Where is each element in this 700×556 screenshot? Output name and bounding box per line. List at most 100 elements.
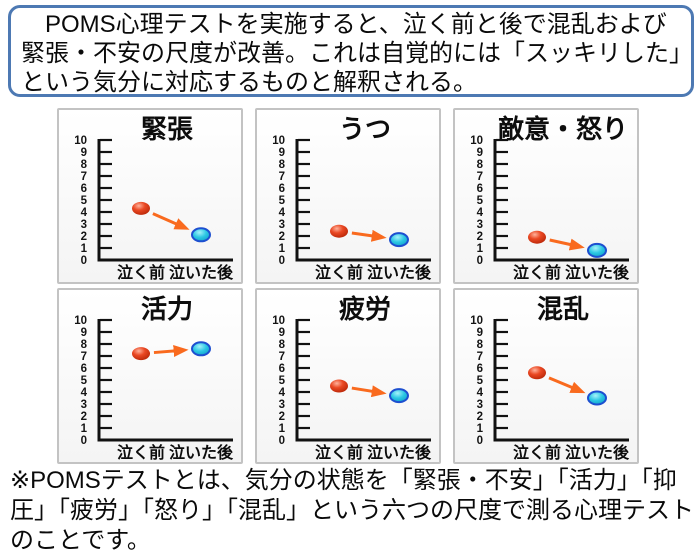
change-arrow <box>351 385 387 398</box>
y-tick-label: 9 <box>81 327 87 339</box>
x-category-label: 泣く前 <box>513 443 561 462</box>
y-tick-label: 10 <box>272 315 285 327</box>
change-arrow <box>351 229 387 242</box>
chart-title: うつ <box>339 114 391 144</box>
chart-title: 混乱 <box>537 294 589 324</box>
x-category-label: 泣いた後 <box>169 443 234 462</box>
y-tick-label: 1 <box>477 423 484 435</box>
x-category-label: 泣いた後 <box>565 443 630 462</box>
x-category-label: 泣いた後 <box>169 263 234 282</box>
slide-page: { "intro_box": { "text": " POMS心理テストを実施す… <box>8 5 694 554</box>
y-tick-label: 6 <box>477 363 483 375</box>
intro-text-box: POMS心理テストを実施すると、泣く前と後で混乱および緊張・不安の尺度が改善。こ… <box>8 5 694 97</box>
y-tick-label: 0 <box>477 255 483 267</box>
chart-panel-confusion: 混乱 0 1 2 3 4 5 6 7 8 9 10 泣く前 泣いた後 <box>453 288 639 464</box>
chart-title: 緊張 <box>141 114 193 144</box>
before-dot <box>528 366 546 380</box>
y-tick-label: 8 <box>477 339 484 351</box>
footnote-text: ※POMSテストとは、気分の状態を「緊張・不安」「活力」「抑圧」「疲労」「怒り」… <box>10 467 694 554</box>
change-arrow <box>548 376 586 394</box>
y-tick-label: 5 <box>477 195 484 207</box>
before-dot <box>132 201 150 215</box>
y-tick-label: 3 <box>81 399 87 411</box>
x-category-label: 泣く前 <box>117 263 165 282</box>
before-dot <box>528 230 546 244</box>
before-dot <box>132 347 150 361</box>
y-tick-label: 7 <box>81 351 87 363</box>
x-category-label: 泣いた後 <box>367 263 432 282</box>
y-tick-label: 0 <box>279 435 285 447</box>
y-tick-label: 3 <box>81 219 87 231</box>
y-tick-label: 9 <box>279 327 285 339</box>
before-dot <box>330 379 348 393</box>
x-category-label: 泣いた後 <box>565 263 630 282</box>
before-dot <box>330 224 348 238</box>
after-dot <box>389 232 409 248</box>
y-tick-label: 5 <box>279 375 286 387</box>
y-tick-label: 10 <box>470 135 483 147</box>
y-tick-label: 2 <box>81 411 87 423</box>
y-tick-label: 7 <box>81 171 87 183</box>
chart-title: 活力 <box>141 294 193 324</box>
y-tick-label: 10 <box>74 315 87 327</box>
after-dot <box>587 390 607 406</box>
y-tick-label: 4 <box>81 207 88 219</box>
y-tick-label: 3 <box>279 219 285 231</box>
chart-title: 敵意・怒り <box>498 114 628 144</box>
after-dot <box>389 388 409 404</box>
y-tick-label: 9 <box>477 147 483 159</box>
y-tick-label: 6 <box>279 363 285 375</box>
y-tick-label: 8 <box>477 159 484 171</box>
y-tick-label: 10 <box>272 135 285 147</box>
y-tick-label: 9 <box>279 147 285 159</box>
y-tick-label: 6 <box>81 183 87 195</box>
y-tick-label: 0 <box>477 435 483 447</box>
change-arrow <box>153 345 189 357</box>
change-arrow <box>152 212 190 230</box>
chart-panel-depression: うつ 0 1 2 3 4 5 6 7 8 9 10 泣く前 泣いた後 <box>255 108 441 284</box>
y-tick-label: 6 <box>477 183 483 195</box>
y-tick-label: 2 <box>81 231 87 243</box>
y-tick-label: 2 <box>279 231 285 243</box>
y-tick-label: 3 <box>477 219 483 231</box>
y-tick-label: 4 <box>477 207 484 219</box>
y-tick-label: 8 <box>279 159 286 171</box>
y-tick-label: 8 <box>279 339 286 351</box>
x-category-label: 泣く前 <box>117 443 165 462</box>
change-arrow <box>549 238 585 251</box>
intro-text: POMS心理テストを実施すると、泣く前と後で混乱および緊張・不安の尺度が改善。こ… <box>21 11 681 96</box>
y-tick-label: 3 <box>279 399 285 411</box>
chart-panel-vigor: 活力 0 1 2 3 4 5 6 7 8 9 10 泣く前 泣いた後 <box>57 288 243 464</box>
y-tick-label: 2 <box>279 411 285 423</box>
after-dot <box>191 341 211 357</box>
y-tick-label: 4 <box>477 387 484 399</box>
y-tick-label: 9 <box>477 327 483 339</box>
y-tick-label: 0 <box>279 255 285 267</box>
y-tick-label: 10 <box>74 135 87 147</box>
y-tick-label: 1 <box>279 243 286 255</box>
after-dot <box>191 227 211 243</box>
y-tick-label: 4 <box>81 387 88 399</box>
x-category-label: 泣いた後 <box>367 443 432 462</box>
y-tick-label: 6 <box>279 183 285 195</box>
y-tick-label: 2 <box>477 231 483 243</box>
x-category-label: 泣く前 <box>513 263 561 282</box>
y-tick-label: 9 <box>81 147 87 159</box>
y-tick-label: 1 <box>81 423 88 435</box>
y-tick-label: 5 <box>81 375 88 387</box>
y-tick-label: 2 <box>477 411 483 423</box>
y-tick-label: 0 <box>81 255 87 267</box>
y-tick-label: 5 <box>477 375 484 387</box>
chart-panel-fatigue: 疲労 0 1 2 3 4 5 6 7 8 9 10 泣く前 泣いた後 <box>255 288 441 464</box>
chart-title: 疲労 <box>339 294 391 324</box>
y-tick-label: 7 <box>279 351 285 363</box>
y-tick-label: 3 <box>477 399 483 411</box>
chart-panel-tension: 緊張 0 1 2 3 4 5 6 7 8 9 10 泣く前 泣いた後 <box>57 108 243 284</box>
y-tick-label: 7 <box>477 171 483 183</box>
y-tick-label: 1 <box>279 423 286 435</box>
